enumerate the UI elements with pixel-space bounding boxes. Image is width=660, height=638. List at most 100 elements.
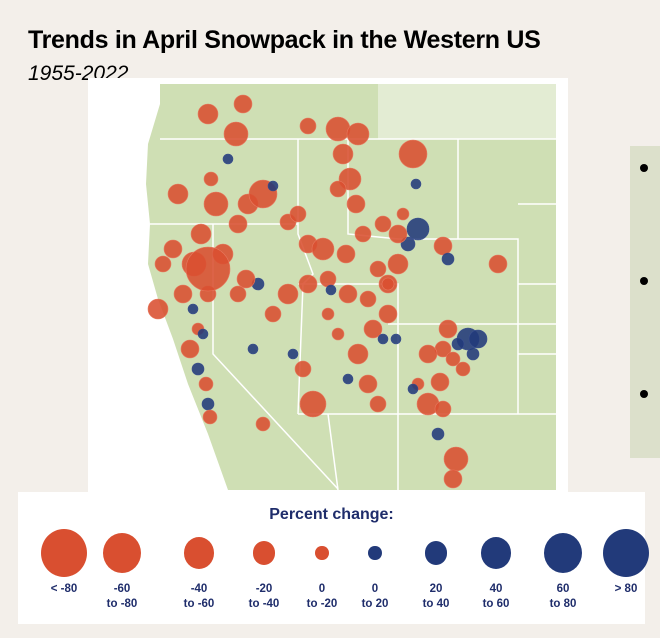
snowpack-decline-bubble <box>347 343 369 365</box>
snowpack-increase-bubble <box>191 362 205 376</box>
legend-item: 0 to -20 <box>290 528 354 612</box>
snowpack-decline-bubble <box>443 446 469 472</box>
snowpack-decline-bubble <box>455 361 471 377</box>
snowpack-decline-bubble <box>381 277 395 291</box>
snowpack-decline-bubble <box>336 244 356 264</box>
snowpack-decline-bubble <box>331 327 345 341</box>
snowpack-decline-bubble <box>173 284 193 304</box>
snowpack-decline-bubble <box>354 225 372 243</box>
snowpack-decline-bubble <box>329 180 347 198</box>
legend-circle <box>603 528 649 578</box>
snowpack-increase-bubble <box>377 333 389 345</box>
legend-label: < -80 <box>50 583 78 595</box>
legend-circle <box>425 541 447 565</box>
snowpack-decline-bubble <box>298 274 318 294</box>
legend-circle <box>368 545 382 561</box>
legend-item: 40 to 60 <box>464 528 528 612</box>
snowpack-increase-bubble <box>287 348 299 360</box>
snowpack-decline-bubble <box>321 307 335 321</box>
legend-label: -20 to -40 <box>248 583 280 610</box>
legend-item: 60 to 80 <box>531 528 595 612</box>
legend-circle <box>315 545 329 561</box>
bullet-point <box>640 390 648 398</box>
snowpack-decline-bubble <box>190 223 212 245</box>
legend-item: 0 to 20 <box>343 528 407 612</box>
snowpack-increase-bubble <box>325 284 337 296</box>
legend-circle <box>544 533 582 573</box>
snowpack-decline-bubble <box>396 207 410 221</box>
snowpack-decline-bubble <box>378 304 398 324</box>
legend-item: > 80 <box>594 528 658 597</box>
snowpack-decline-bubble <box>163 239 183 259</box>
snowpack-increase-bubble <box>267 180 279 192</box>
snowpack-decline-bubble <box>203 171 219 187</box>
snowpack-decline-bubble <box>277 283 299 305</box>
legend-label: 20 to 40 <box>422 583 450 610</box>
snowpack-decline-bubble <box>264 305 282 323</box>
snowpack-decline-bubble <box>325 116 351 142</box>
snowpack-decline-bubble <box>236 269 256 289</box>
legend-item: < -80 <box>32 528 96 597</box>
snowpack-decline-bubble <box>418 344 438 364</box>
snowpack-increase-bubble <box>451 337 465 351</box>
legend-circle <box>253 541 275 565</box>
snowpack-increase-bubble <box>247 343 259 355</box>
snowpack-decline-bubble <box>185 246 231 292</box>
legend-circle <box>184 537 214 569</box>
bullet-point <box>640 277 648 285</box>
legend-circle <box>481 537 511 569</box>
bullet-point <box>640 164 648 172</box>
snowpack-decline-bubble <box>198 376 214 392</box>
snowpack-decline-bubble <box>363 319 383 339</box>
snowpack-increase-bubble <box>222 153 234 165</box>
snowpack-decline-bubble <box>229 285 247 303</box>
snowpack-decline-bubble <box>387 253 409 275</box>
snowpack-decline-bubble <box>369 395 387 413</box>
legend-label: 0 to -20 <box>306 583 338 610</box>
snowpack-decline-bubble <box>167 183 189 205</box>
snowpack-decline-bubble <box>338 284 358 304</box>
snowpack-increase-bubble <box>342 373 354 385</box>
snowpack-decline-bubble <box>299 117 317 135</box>
snowpack-decline-bubble <box>438 319 458 339</box>
legend-circle <box>103 533 141 573</box>
legend-label: 40 to 60 <box>482 583 510 610</box>
snowpack-decline-bubble <box>203 191 229 217</box>
snowpack-decline-bubble <box>443 469 463 489</box>
snowpack-decline-bubble <box>359 290 377 308</box>
snowpack-decline-bubble <box>154 255 172 273</box>
snowpack-decline-bubble <box>346 194 366 214</box>
snowpack-decline-bubble <box>488 254 508 274</box>
snowpack-decline-bubble <box>197 103 219 125</box>
snowpack-increase-bubble <box>441 252 455 266</box>
legend-title: Percent change: <box>269 506 394 523</box>
snowpack-decline-bubble <box>180 339 200 359</box>
snowpack-decline-bubble <box>255 416 271 432</box>
slide-title: Trends in April Snowpack in the Western … <box>28 26 541 54</box>
snowpack-decline-bubble <box>294 360 312 378</box>
snowpack-decline-bubble <box>223 121 249 147</box>
canada-region <box>378 84 556 139</box>
legend-item: -60 to -80 <box>90 528 154 612</box>
snowpack-increase-bubble <box>187 303 199 315</box>
legend-item: 20 to 40 <box>404 528 468 612</box>
snowpack-decline-bubble <box>332 143 354 165</box>
snowpack-decline-bubble <box>319 270 337 288</box>
snowpack-decline-bubble <box>433 236 453 256</box>
map-canvas <box>98 84 556 490</box>
snowpack-decline-bubble <box>233 94 253 114</box>
legend-label: -40 to -60 <box>183 583 215 610</box>
snowpack-decline-bubble <box>398 139 428 169</box>
snowpack-decline-bubble <box>388 224 408 244</box>
snowpack-increase-bubble <box>466 347 480 361</box>
snowpack-decline-bubble <box>445 351 461 367</box>
side-panel <box>630 146 660 458</box>
snowpack-decline-bubble <box>374 215 392 233</box>
snowpack-decline-bubble <box>147 298 169 320</box>
station-bubbles <box>147 94 508 489</box>
pacific-ocean <box>98 84 228 490</box>
snowpack-decline-bubble <box>430 372 450 392</box>
snowpack-map <box>88 78 568 496</box>
snowpack-increase-bubble <box>407 383 419 395</box>
snowpack-increase-bubble <box>410 178 422 190</box>
